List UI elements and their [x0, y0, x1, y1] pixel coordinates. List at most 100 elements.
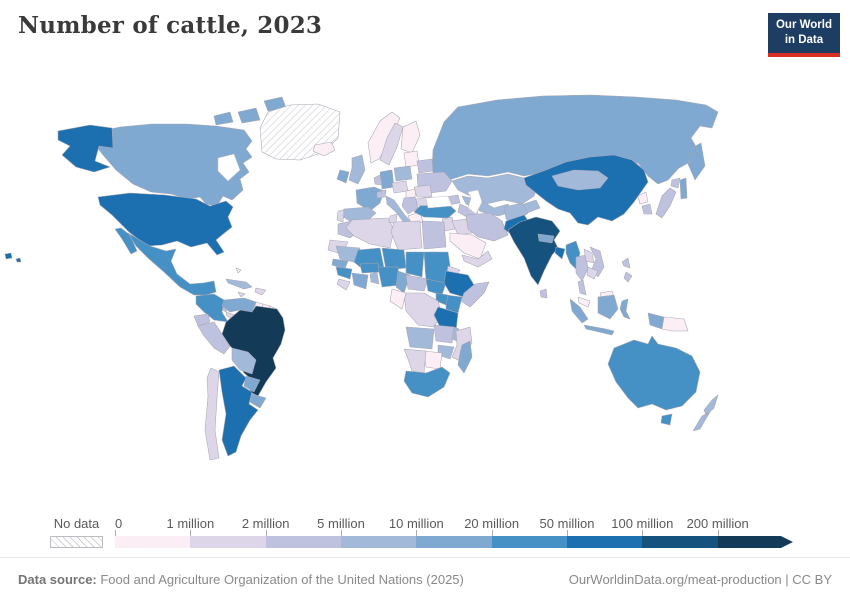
- footer-datasource-text: Food and Agriculture Organization of the…: [96, 571, 464, 587]
- country-central-african-republic[interactable]: [405, 274, 429, 292]
- country-ghana[interactable]: [351, 272, 369, 290]
- legend-tick-label-5: 20 million: [464, 516, 520, 531]
- country-netherlands[interactable]: [373, 174, 383, 186]
- country-burkina-faso[interactable]: [359, 262, 381, 274]
- country-chad[interactable]: [405, 251, 425, 278]
- country-jamaica[interactable]: [237, 291, 246, 298]
- country-japan[interactable]: [655, 177, 681, 219]
- country-uruguay[interactable]: [249, 393, 267, 409]
- country-mexico[interactable]: [114, 227, 217, 296]
- legend-no-data-swatch: [50, 536, 103, 548]
- country-algeria[interactable]: [345, 217, 395, 249]
- owid-logo[interactable]: Our World in Data: [767, 13, 840, 57]
- country-australia[interactable]: [607, 335, 701, 426]
- legend-tick-1: [190, 530, 192, 536]
- legend-bin-1[interactable]: [190, 536, 266, 548]
- country-united-kingdom[interactable]: [348, 154, 366, 185]
- country-baltic-states[interactable]: [403, 150, 420, 168]
- legend-tick-label-0: 0: [115, 516, 123, 531]
- country-south-africa[interactable]: [403, 366, 451, 398]
- footer-datasource-label: Data source:: [18, 571, 97, 587]
- country-argentina[interactable]: [218, 365, 259, 457]
- country-republic-of-the-congo[interactable]: [389, 288, 407, 310]
- country-uganda[interactable]: [435, 292, 449, 306]
- legend-no-data[interactable]: No data: [50, 516, 103, 548]
- country-new-zealand[interactable]: [692, 394, 719, 432]
- country-nepal[interactable]: [537, 233, 555, 244]
- country-sierra-leone[interactable]: [336, 278, 351, 291]
- country-egypt[interactable]: [421, 220, 447, 250]
- country-north-korea[interactable]: [637, 191, 649, 205]
- country-philippines[interactable]: [621, 257, 633, 283]
- country-laos[interactable]: [583, 248, 595, 264]
- owid-logo-line1: Our World: [775, 19, 832, 31]
- country-namibia[interactable]: [403, 348, 427, 374]
- country-china[interactable]: [523, 154, 649, 226]
- legend-bin-4[interactable]: [416, 536, 492, 548]
- country-madagascar[interactable]: [457, 340, 473, 374]
- country-venezuela[interactable]: [221, 297, 257, 313]
- legend-tick-7: [642, 530, 644, 536]
- country-sri-lanka[interactable]: [539, 288, 548, 299]
- country-ireland[interactable]: [336, 169, 350, 184]
- country-portugal[interactable]: [336, 209, 345, 223]
- footer-link[interactable]: OurWorldinData.org/meat-production | CC …: [568, 571, 832, 587]
- legend-tick-label-6: 50 million: [539, 516, 595, 531]
- legend-bin-6[interactable]: [566, 536, 643, 548]
- country-indonesia[interactable]: [569, 294, 665, 336]
- legend-bin-7[interactable]: [642, 536, 718, 548]
- country-cambodia[interactable]: [586, 266, 599, 280]
- country-zimbabwe[interactable]: [437, 344, 455, 360]
- country-finland[interactable]: [400, 120, 421, 154]
- country-bahamas[interactable]: [235, 267, 242, 274]
- country-iran[interactable]: [465, 212, 509, 242]
- country-angola[interactable]: [405, 326, 435, 350]
- country-papua-new-guinea[interactable]: [661, 316, 689, 332]
- page-title: Number of cattle, 2023: [18, 12, 323, 39]
- country-botswana[interactable]: [423, 350, 443, 370]
- country-mongolia[interactable]: [551, 169, 609, 191]
- country-peru[interactable]: [197, 321, 231, 355]
- country-russia[interactable]: [431, 94, 719, 200]
- country-switzerland[interactable]: [376, 189, 387, 199]
- country-south-korea[interactable]: [641, 203, 653, 215]
- legend-bin-3[interactable]: [340, 536, 417, 548]
- country-india[interactable]: [507, 216, 561, 286]
- country-germany[interactable]: [379, 169, 395, 190]
- country-yemen[interactable]: [461, 250, 493, 268]
- country-thailand[interactable]: [575, 254, 589, 296]
- legend-bin-8[interactable]: [717, 536, 793, 548]
- country-poland[interactable]: [393, 165, 413, 182]
- country-ecuador[interactable]: [193, 313, 211, 327]
- country-guinea[interactable]: [335, 266, 353, 280]
- caspian-sea: [467, 189, 483, 215]
- country-cuba[interactable]: [225, 278, 253, 290]
- legend-bin-0[interactable]: [115, 536, 191, 548]
- legend-bin-2[interactable]: [265, 536, 341, 548]
- country-chile[interactable]: [204, 367, 220, 461]
- country-serbia[interactable]: [401, 196, 419, 215]
- country-paraguay[interactable]: [243, 375, 261, 393]
- legend-tick-0: [115, 530, 116, 536]
- country-bolivia[interactable]: [231, 347, 257, 375]
- country-romania[interactable]: [413, 184, 433, 198]
- hudson-bay: [217, 153, 241, 182]
- country-benin[interactable]: [369, 271, 380, 285]
- country-iceland[interactable]: [312, 141, 336, 157]
- country-bangladesh[interactable]: [554, 246, 566, 260]
- country-czechia[interactable]: [391, 180, 409, 194]
- country-canada[interactable]: [91, 96, 287, 207]
- country-belarus[interactable]: [416, 158, 434, 174]
- legend-tick-4: [416, 530, 418, 536]
- black-sea: [425, 195, 453, 209]
- legend-bar[interactable]: [115, 536, 795, 548]
- country-libya[interactable]: [390, 220, 423, 251]
- country-dominican-republic[interactable]: [254, 287, 267, 296]
- country-niger[interactable]: [381, 247, 407, 271]
- country-united-states[interactable]: [4, 124, 234, 263]
- legend-bin-5[interactable]: [491, 536, 567, 548]
- country-zambia[interactable]: [433, 324, 455, 344]
- legend-tick-label-3: 5 million: [317, 516, 365, 531]
